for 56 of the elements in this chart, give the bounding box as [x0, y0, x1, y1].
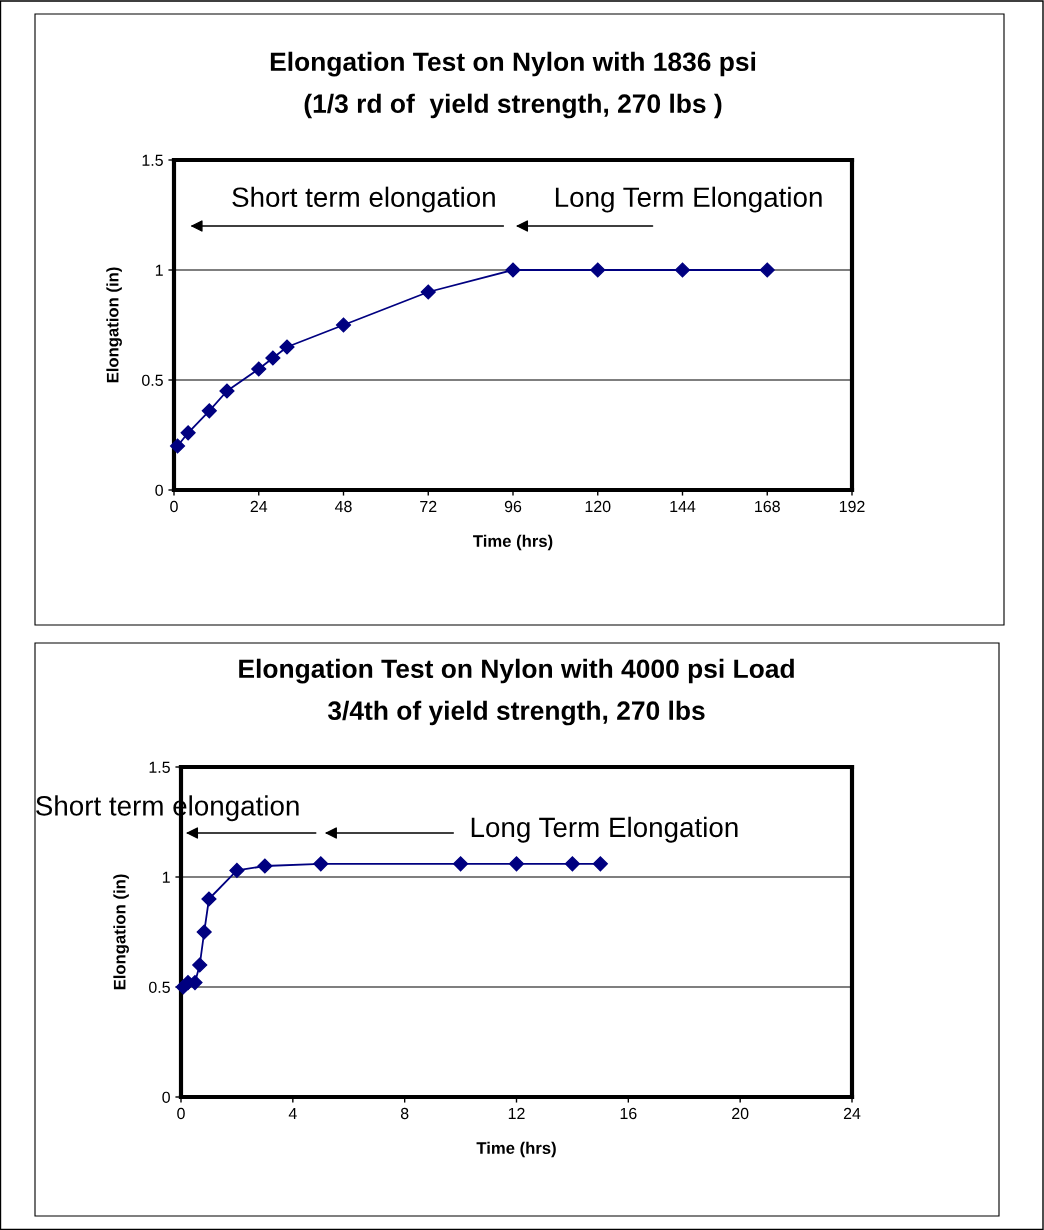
annotation: Long Term Elongation: [471, 816, 738, 843]
point: [201, 403, 217, 419]
x-tick-label: 24: [843, 1107, 861, 1119]
x-tick-label: 0: [170, 500, 178, 513]
y-tick-label: 0.5: [142, 374, 163, 386]
point: [201, 891, 217, 907]
x-tick-label: 4: [288, 1108, 297, 1119]
chart-title: Elongation Test on Nylon with 4000 psi Load 3/4th of yield strength, 270 lbs: [239, 658, 794, 726]
y-tick-label: 0.5: [149, 981, 170, 993]
point: [257, 858, 273, 874]
point: [759, 262, 775, 278]
point: [453, 856, 469, 872]
point: [251, 361, 267, 377]
point: [592, 856, 608, 872]
x-tick-label: 72: [420, 500, 437, 512]
x-tick-label: 192: [839, 500, 865, 513]
x-tick-label: 144: [670, 501, 696, 512]
y-tick-label: 0: [162, 1091, 170, 1103]
point: [265, 350, 281, 366]
point: [335, 317, 352, 333]
point: [169, 438, 186, 454]
x-tick-label: 168: [755, 500, 780, 513]
point: [674, 262, 691, 278]
x-tick-label: 48: [334, 500, 352, 513]
point: [505, 262, 521, 278]
x-tick-label: 0: [177, 1107, 185, 1120]
x-tick-label: 12: [508, 1107, 525, 1119]
point: [279, 339, 295, 355]
y-axis-title: Elongation (in): [106, 267, 122, 383]
x-tick-label: 120: [585, 500, 611, 513]
annotation: Short term elongation: [232, 186, 495, 213]
x-tick-label: 20: [732, 1107, 749, 1120]
point: [192, 957, 208, 973]
x-axis-title: Time (hrs): [473, 534, 553, 551]
y-tick-label: 1.5: [149, 761, 170, 773]
point: [219, 383, 235, 399]
y-tick-label: 1: [162, 871, 170, 883]
y-tick-label: 0: [155, 484, 163, 496]
chart-title: Elongation Test on Nylon with 1836 psi (1/3 rd of yield strength, 270 lbs ): [270, 51, 756, 119]
x-tick-label: 8: [400, 1107, 409, 1120]
point: [229, 862, 245, 878]
y-tick-label: 1: [155, 264, 163, 276]
point: [564, 856, 580, 872]
y-tick-label: 1.5: [142, 154, 163, 166]
x-tick-label: 24: [250, 500, 268, 512]
point: [180, 425, 196, 441]
y-axis-title: Elongation (in): [113, 874, 129, 990]
x-tick-label: 16: [620, 1107, 637, 1120]
x-axis-title: Time (hrs): [476, 1141, 556, 1158]
annotation: Long Term Elongation: [555, 186, 822, 213]
point: [313, 856, 329, 872]
point: [508, 856, 525, 872]
x-tick-label: 96: [504, 500, 522, 513]
point: [420, 284, 436, 300]
point: [590, 262, 606, 278]
point: [196, 924, 212, 940]
